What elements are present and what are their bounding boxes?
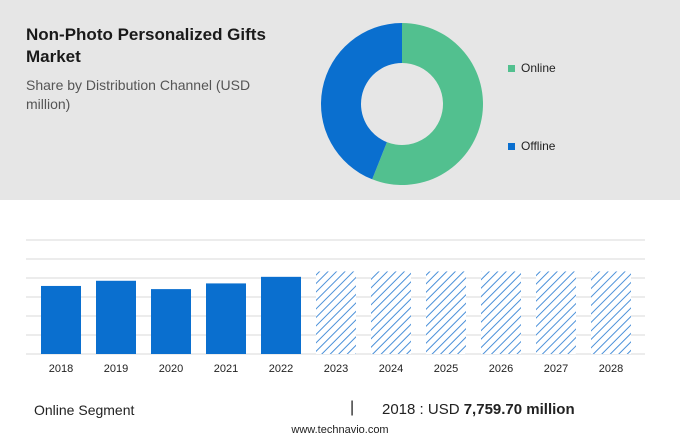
- x-tick-label: 2018: [49, 363, 73, 375]
- segment-value: 2018 : USD 7,759.70 million: [382, 401, 575, 418]
- source-url: www.technavio.com: [291, 424, 389, 436]
- forecast-bar-2028: [591, 271, 631, 354]
- bar-2018: [41, 285, 81, 354]
- x-tick-label: 2022: [269, 363, 293, 375]
- donut-slice-online: [372, 23, 484, 186]
- forecast-bar-2023: [316, 271, 356, 354]
- footer-separator: |: [350, 399, 355, 416]
- legend-label-offline: Offline: [521, 139, 556, 153]
- legend-swatch-online: [508, 64, 515, 72]
- x-tick-label: 2025: [434, 363, 458, 375]
- bar-2021: [206, 283, 246, 354]
- x-tick-label: 2021: [214, 363, 238, 375]
- x-tick-label: 2020: [159, 363, 183, 375]
- legend-swatch-offline: [508, 142, 515, 150]
- legend-item-online: Online: [508, 61, 556, 75]
- x-tick-label: 2024: [379, 363, 403, 375]
- chart-subtitle: Share by Distribution Channel (USD milli…: [26, 77, 251, 112]
- forecast-bar-2024: [371, 271, 411, 354]
- x-tick-label: 2028: [599, 363, 623, 375]
- donut-chart: [321, 23, 484, 186]
- bar-2020: [151, 289, 191, 354]
- segment-year-prefix: 2018 : USD: [382, 401, 464, 418]
- donut-slice-offline: [321, 23, 402, 180]
- legend-label-online: Online: [521, 61, 556, 75]
- x-tick-label: 2027: [544, 363, 568, 375]
- segment-value-amount: 7,759.70 million: [463, 401, 575, 418]
- x-tick-label: 2023: [324, 363, 348, 375]
- bar-2022: [261, 276, 301, 354]
- segment-label: Online Segment: [34, 402, 135, 418]
- forecast-bar-2027: [536, 271, 576, 354]
- bar-chart: 2018 2019 2020 2021 2022 2023 2024 2025 2026 2027…: [26, 239, 645, 375]
- chart-title: Non-Photo Personalized Gifts Market: [26, 25, 266, 66]
- x-tick-label: 2026: [489, 363, 513, 375]
- bar-2019: [96, 280, 136, 354]
- forecast-bar-2026: [481, 271, 521, 354]
- x-tick-label: 2019: [104, 363, 128, 375]
- legend-item-offline: Offline: [508, 139, 555, 153]
- forecast-bar-2025: [426, 271, 466, 354]
